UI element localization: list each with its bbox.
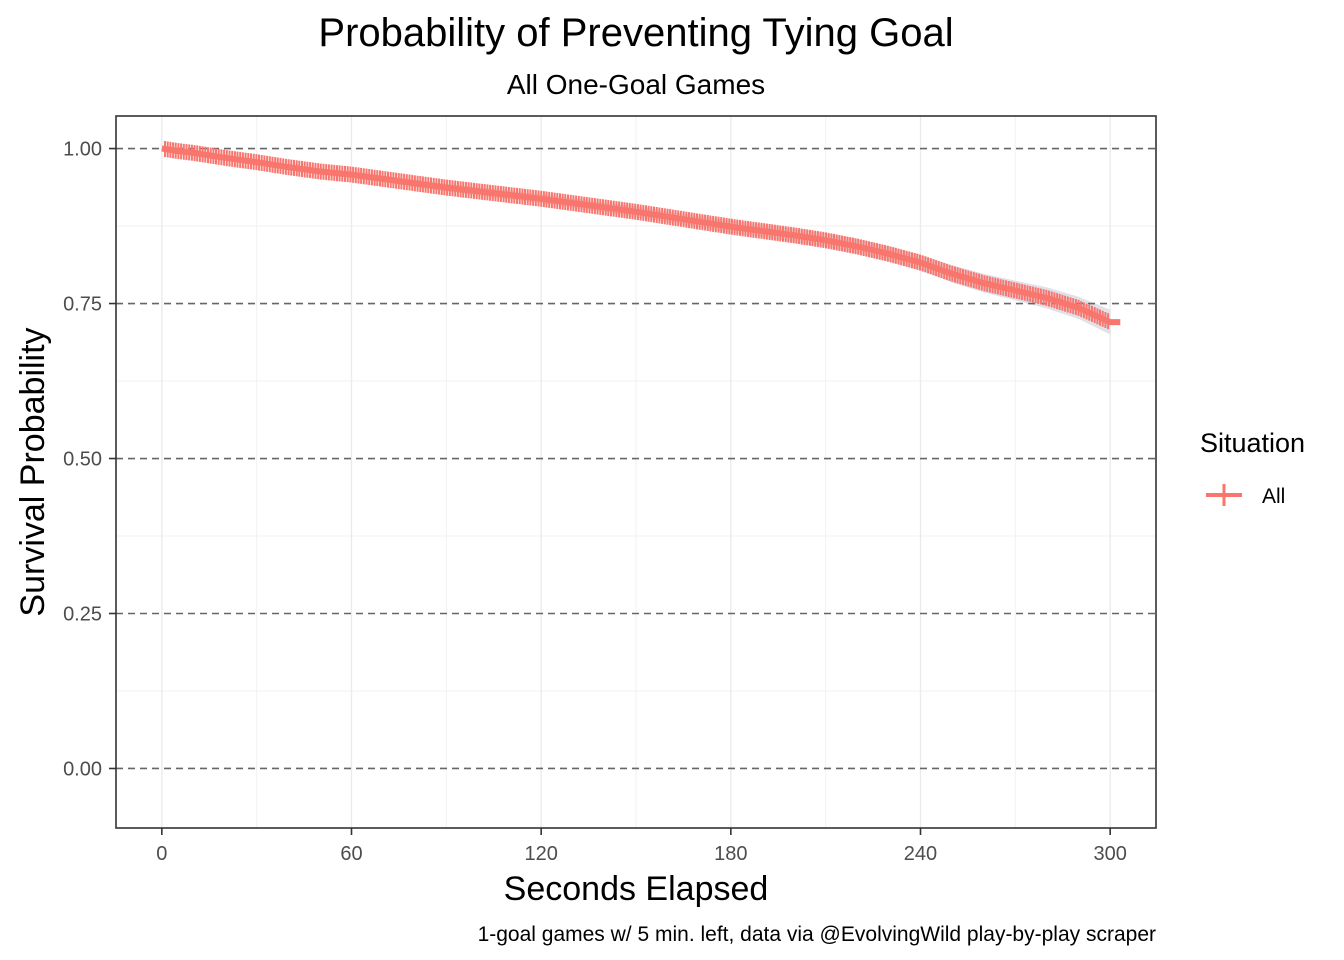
y-tick-label: 0.00: [63, 758, 102, 780]
censor-marks: [164, 141, 1110, 330]
x-tick-label: 240: [904, 843, 937, 865]
x-tick-label: 120: [524, 843, 557, 865]
y-axis-ticks: 0.00 0.25 0.50 0.75 1.00: [63, 139, 116, 780]
x-axis-ticks: 0 60 120 180 240 300: [156, 828, 1127, 865]
x-tick-label: 180: [714, 843, 747, 865]
chart-caption: 1-goal games w/ 5 min. left, data via @E…: [478, 923, 1156, 946]
x-tick-label: 300: [1093, 843, 1126, 865]
minor-gridlines: [116, 116, 1156, 828]
legend: Situation All: [1200, 428, 1305, 508]
y-tick-label: 0.75: [63, 294, 102, 316]
legend-title: Situation: [1200, 428, 1305, 458]
legend-label-all: All: [1262, 485, 1285, 508]
reference-lines: [116, 147, 1156, 770]
panel-border: [115, 115, 1157, 829]
chart-subtitle: All One-Goal Games: [507, 69, 765, 100]
y-tick-label: 0.25: [63, 604, 102, 626]
chart-title: Probability of Preventing Tying Goal: [318, 11, 953, 55]
major-gridlines-x: [161, 116, 1111, 828]
x-axis-title: Seconds Elapsed: [504, 870, 769, 908]
x-tick-label: 60: [340, 843, 362, 865]
series-layer: [161, 141, 1121, 330]
x-tick-label: 0: [156, 843, 167, 865]
y-tick-label: 1.00: [63, 139, 102, 161]
y-axis-title: Survival Probability: [14, 327, 52, 616]
y-tick-label: 0.50: [63, 449, 102, 471]
